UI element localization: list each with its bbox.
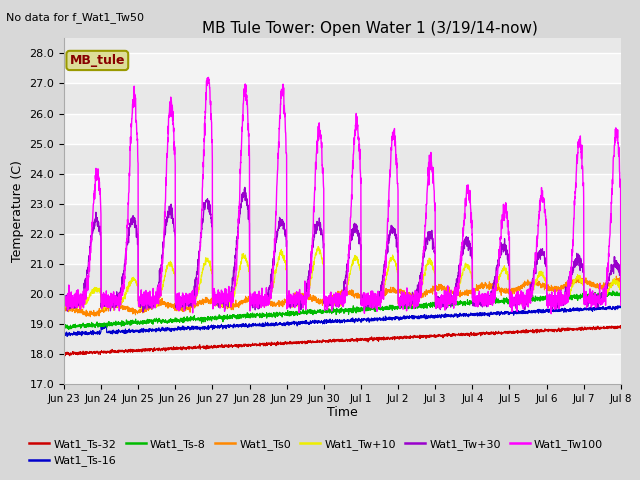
Wat1_Ts0	[86, 314, 94, 320]
Wat1_Tw100	[547, 311, 555, 317]
Wat1_Tw100	[157, 287, 164, 293]
Wat1_Ts-32	[606, 325, 614, 331]
Wat1_Ts-8	[606, 292, 614, 298]
Wat1_Ts-16	[614, 303, 622, 309]
Wat1_Ts0	[157, 302, 164, 308]
Wat1_Ts-8	[609, 288, 617, 294]
Wat1_Ts-16	[63, 334, 71, 339]
Legend: Wat1_Ts-32, Wat1_Ts-16, Wat1_Ts-8, Wat1_Ts0, Wat1_Tw+10, Wat1_Tw+30, Wat1_Tw100: Wat1_Ts-32, Wat1_Ts-16, Wat1_Ts-8, Wat1_…	[25, 434, 607, 471]
Wat1_Ts-8	[617, 291, 625, 297]
Line: Wat1_Tw100: Wat1_Tw100	[64, 77, 621, 314]
Wat1_Tw100	[60, 288, 68, 293]
Wat1_Tw+30	[124, 242, 131, 248]
Wat1_Tw+30	[274, 227, 282, 233]
Wat1_Ts-8	[60, 324, 68, 329]
Wat1_Ts0	[274, 301, 282, 307]
Wat1_Ts0	[612, 273, 620, 279]
Wat1_Ts-32	[66, 353, 74, 359]
Line: Wat1_Ts-32: Wat1_Ts-32	[64, 325, 621, 356]
Wat1_Ts-32	[157, 347, 164, 353]
Wat1_Tw+10	[547, 299, 554, 305]
Line: Wat1_Tw+30: Wat1_Tw+30	[64, 187, 621, 312]
X-axis label: Time: Time	[327, 407, 358, 420]
Wat1_Ts-16	[298, 321, 306, 326]
Wat1_Ts-16	[274, 322, 282, 327]
Wat1_Ts-8	[298, 310, 306, 316]
Wat1_Ts-16	[617, 304, 625, 310]
Wat1_Tw100	[606, 223, 614, 228]
Wat1_Tw+10	[274, 262, 282, 268]
Line: Wat1_Ts0: Wat1_Ts0	[64, 276, 621, 317]
Wat1_Ts-32	[546, 326, 554, 332]
Wat1_Tw+10	[124, 289, 132, 295]
Wat1_Ts0	[546, 287, 554, 292]
Wat1_Ts0	[617, 278, 625, 284]
Wat1_Tw+30	[60, 297, 68, 303]
Wat1_Tw+10	[60, 305, 68, 311]
Text: No data for f_Wat1_Tw50: No data for f_Wat1_Tw50	[6, 12, 145, 23]
Wat1_Ts0	[606, 281, 614, 287]
Wat1_Ts-32	[298, 340, 306, 346]
Bar	[64, 114, 621, 144]
Wat1_Ts-16	[546, 308, 554, 314]
Wat1_Tw+30	[139, 309, 147, 315]
Wat1_Tw+30	[157, 273, 164, 279]
Wat1_Tw+10	[109, 308, 117, 313]
Wat1_Ts-16	[157, 327, 164, 333]
Text: MB_tule: MB_tule	[70, 54, 125, 67]
Bar	[64, 53, 621, 84]
Wat1_Tw100	[124, 216, 131, 222]
Wat1_Ts-8	[60, 327, 68, 333]
Wat1_Tw100	[204, 74, 212, 80]
Wat1_Ts0	[60, 304, 68, 310]
Line: Wat1_Tw+10: Wat1_Tw+10	[64, 247, 621, 311]
Wat1_Ts-8	[546, 294, 554, 300]
Wat1_Ts-8	[274, 312, 282, 318]
Wat1_Ts-32	[124, 348, 132, 354]
Title: MB Tule Tower: Open Water 1 (3/19/14-now): MB Tule Tower: Open Water 1 (3/19/14-now…	[202, 21, 538, 36]
Wat1_Tw100	[298, 300, 306, 305]
Wat1_Tw+10	[314, 244, 322, 250]
Wat1_Ts-32	[617, 325, 625, 331]
Wat1_Ts-32	[60, 352, 68, 358]
Wat1_Tw100	[617, 302, 625, 308]
Wat1_Ts-8	[157, 318, 164, 324]
Wat1_Ts0	[298, 293, 306, 299]
Wat1_Tw+30	[241, 184, 249, 190]
Wat1_Tw+30	[617, 299, 625, 304]
Wat1_Ts-16	[606, 304, 614, 310]
Wat1_Ts-32	[616, 323, 624, 328]
Y-axis label: Temperature (C): Temperature (C)	[11, 160, 24, 262]
Wat1_Ts-16	[124, 329, 132, 335]
Wat1_Tw+10	[606, 282, 614, 288]
Wat1_Tw+10	[157, 290, 164, 296]
Wat1_Tw+10	[617, 298, 625, 304]
Bar	[64, 294, 621, 324]
Bar	[64, 354, 621, 384]
Wat1_Tw+30	[547, 299, 554, 305]
Wat1_Ts-16	[60, 332, 68, 338]
Wat1_Ts0	[124, 303, 132, 309]
Bar	[64, 234, 621, 264]
Bar	[64, 174, 621, 204]
Wat1_Tw+30	[298, 302, 306, 308]
Wat1_Tw+10	[298, 300, 306, 306]
Wat1_Ts-8	[124, 321, 132, 327]
Line: Wat1_Ts-8: Wat1_Ts-8	[64, 291, 621, 330]
Wat1_Tw+30	[606, 270, 614, 276]
Line: Wat1_Ts-16: Wat1_Ts-16	[64, 306, 621, 336]
Wat1_Tw100	[546, 292, 554, 298]
Wat1_Ts-32	[274, 339, 282, 345]
Wat1_Tw100	[274, 167, 282, 172]
